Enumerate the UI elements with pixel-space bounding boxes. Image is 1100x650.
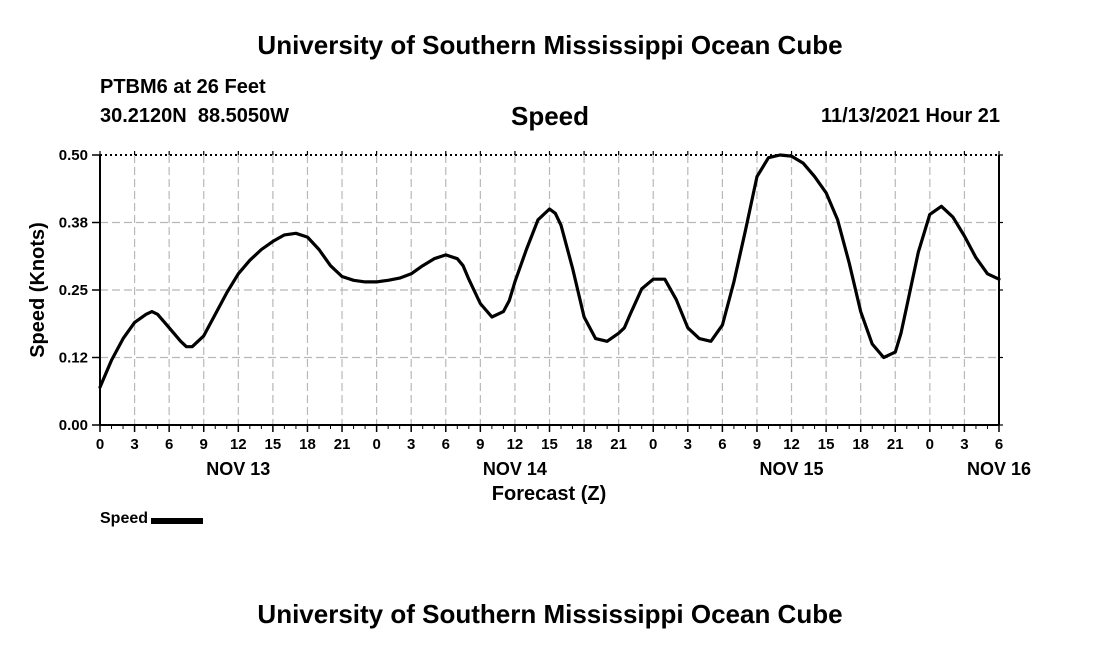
series-line-speed — [98, 153, 1001, 389]
legend: Speed — [100, 510, 204, 528]
y-tick-label: 0.50 — [59, 147, 88, 164]
x-tick-label: 15 — [818, 436, 835, 453]
series-group — [98, 153, 1001, 389]
x-tick-label: 12 — [507, 436, 524, 453]
x-tick-label: 6 — [718, 436, 726, 453]
station-label: PTBM6 at 26 Feet — [100, 76, 266, 98]
legend-label: Speed — [100, 510, 149, 527]
x-tick-label: 0 — [96, 436, 104, 453]
x-tick-label: 15 — [265, 436, 282, 453]
x-tick-label: 3 — [130, 436, 138, 453]
y-axis-label: Speed (Knots) — [27, 222, 49, 358]
footer-title: University of Southern Mississippi Ocean… — [257, 599, 843, 629]
date-label: NOV 14 — [483, 459, 547, 479]
x-tick-label: 21 — [887, 436, 904, 453]
x-tick-label: 18 — [576, 436, 593, 453]
x-tick-label: 9 — [200, 436, 208, 453]
date-label: NOV 13 — [206, 459, 270, 479]
variable-title: Speed — [510, 101, 590, 131]
y-tick-label: 0.38 — [59, 215, 88, 232]
x-tick-label: 0 — [649, 436, 657, 453]
chart-title: University of Southern Mississippi Ocean… — [257, 30, 843, 60]
x-tick-label: 18 — [852, 436, 869, 453]
x-tick-label: 6 — [442, 436, 450, 453]
x-tick-label: 15 — [541, 436, 558, 453]
x-tick-label: 6 — [995, 436, 1003, 453]
grid-lines — [100, 155, 999, 425]
y-tick-label: 0.00 — [59, 417, 88, 434]
legend-swatch — [151, 517, 204, 524]
x-tick-label: 0 — [926, 436, 934, 453]
x-tick-label: 12 — [230, 436, 247, 453]
x-tick-label: 3 — [407, 436, 415, 453]
x-tick-label: 18 — [299, 436, 316, 453]
x-tick-label: 9 — [476, 436, 484, 453]
x-tick-label: 21 — [610, 436, 627, 453]
coordinates-label: 30.2120N 88.5050W — [100, 105, 290, 127]
x-tick-label: 3 — [960, 436, 968, 453]
y-tick-label: 0.25 — [59, 282, 88, 299]
x-axis-ticks: 0 3 6 9 12 15 18 21 0 3 6 9 12 15 18 21 0 3 6 9 12 15 18 21 0 3 6 — [96, 151, 1003, 453]
date-label: NOV 15 — [760, 459, 824, 479]
y-tick-label: 0.12 — [59, 350, 88, 367]
x-tick-label: 6 — [165, 436, 173, 453]
x-tick-label: 0 — [372, 436, 380, 453]
datetime-label: 11/13/2021 Hour 21 — [820, 105, 1000, 127]
y-axis-ticks: 0.00 0.12 0.25 0.38 0.50 — [59, 147, 1003, 434]
x-axis-label: Forecast (Z) — [492, 483, 606, 505]
x-tick-label: 9 — [753, 436, 761, 453]
x-tick-label: 21 — [334, 436, 351, 453]
x-axis-date-labels: NOV 13 NOV 14 NOV 15 NOV 16 — [206, 459, 1031, 479]
x-tick-label: 12 — [783, 436, 800, 453]
x-tick-label: 3 — [684, 436, 692, 453]
date-label: NOV 16 — [967, 459, 1031, 479]
